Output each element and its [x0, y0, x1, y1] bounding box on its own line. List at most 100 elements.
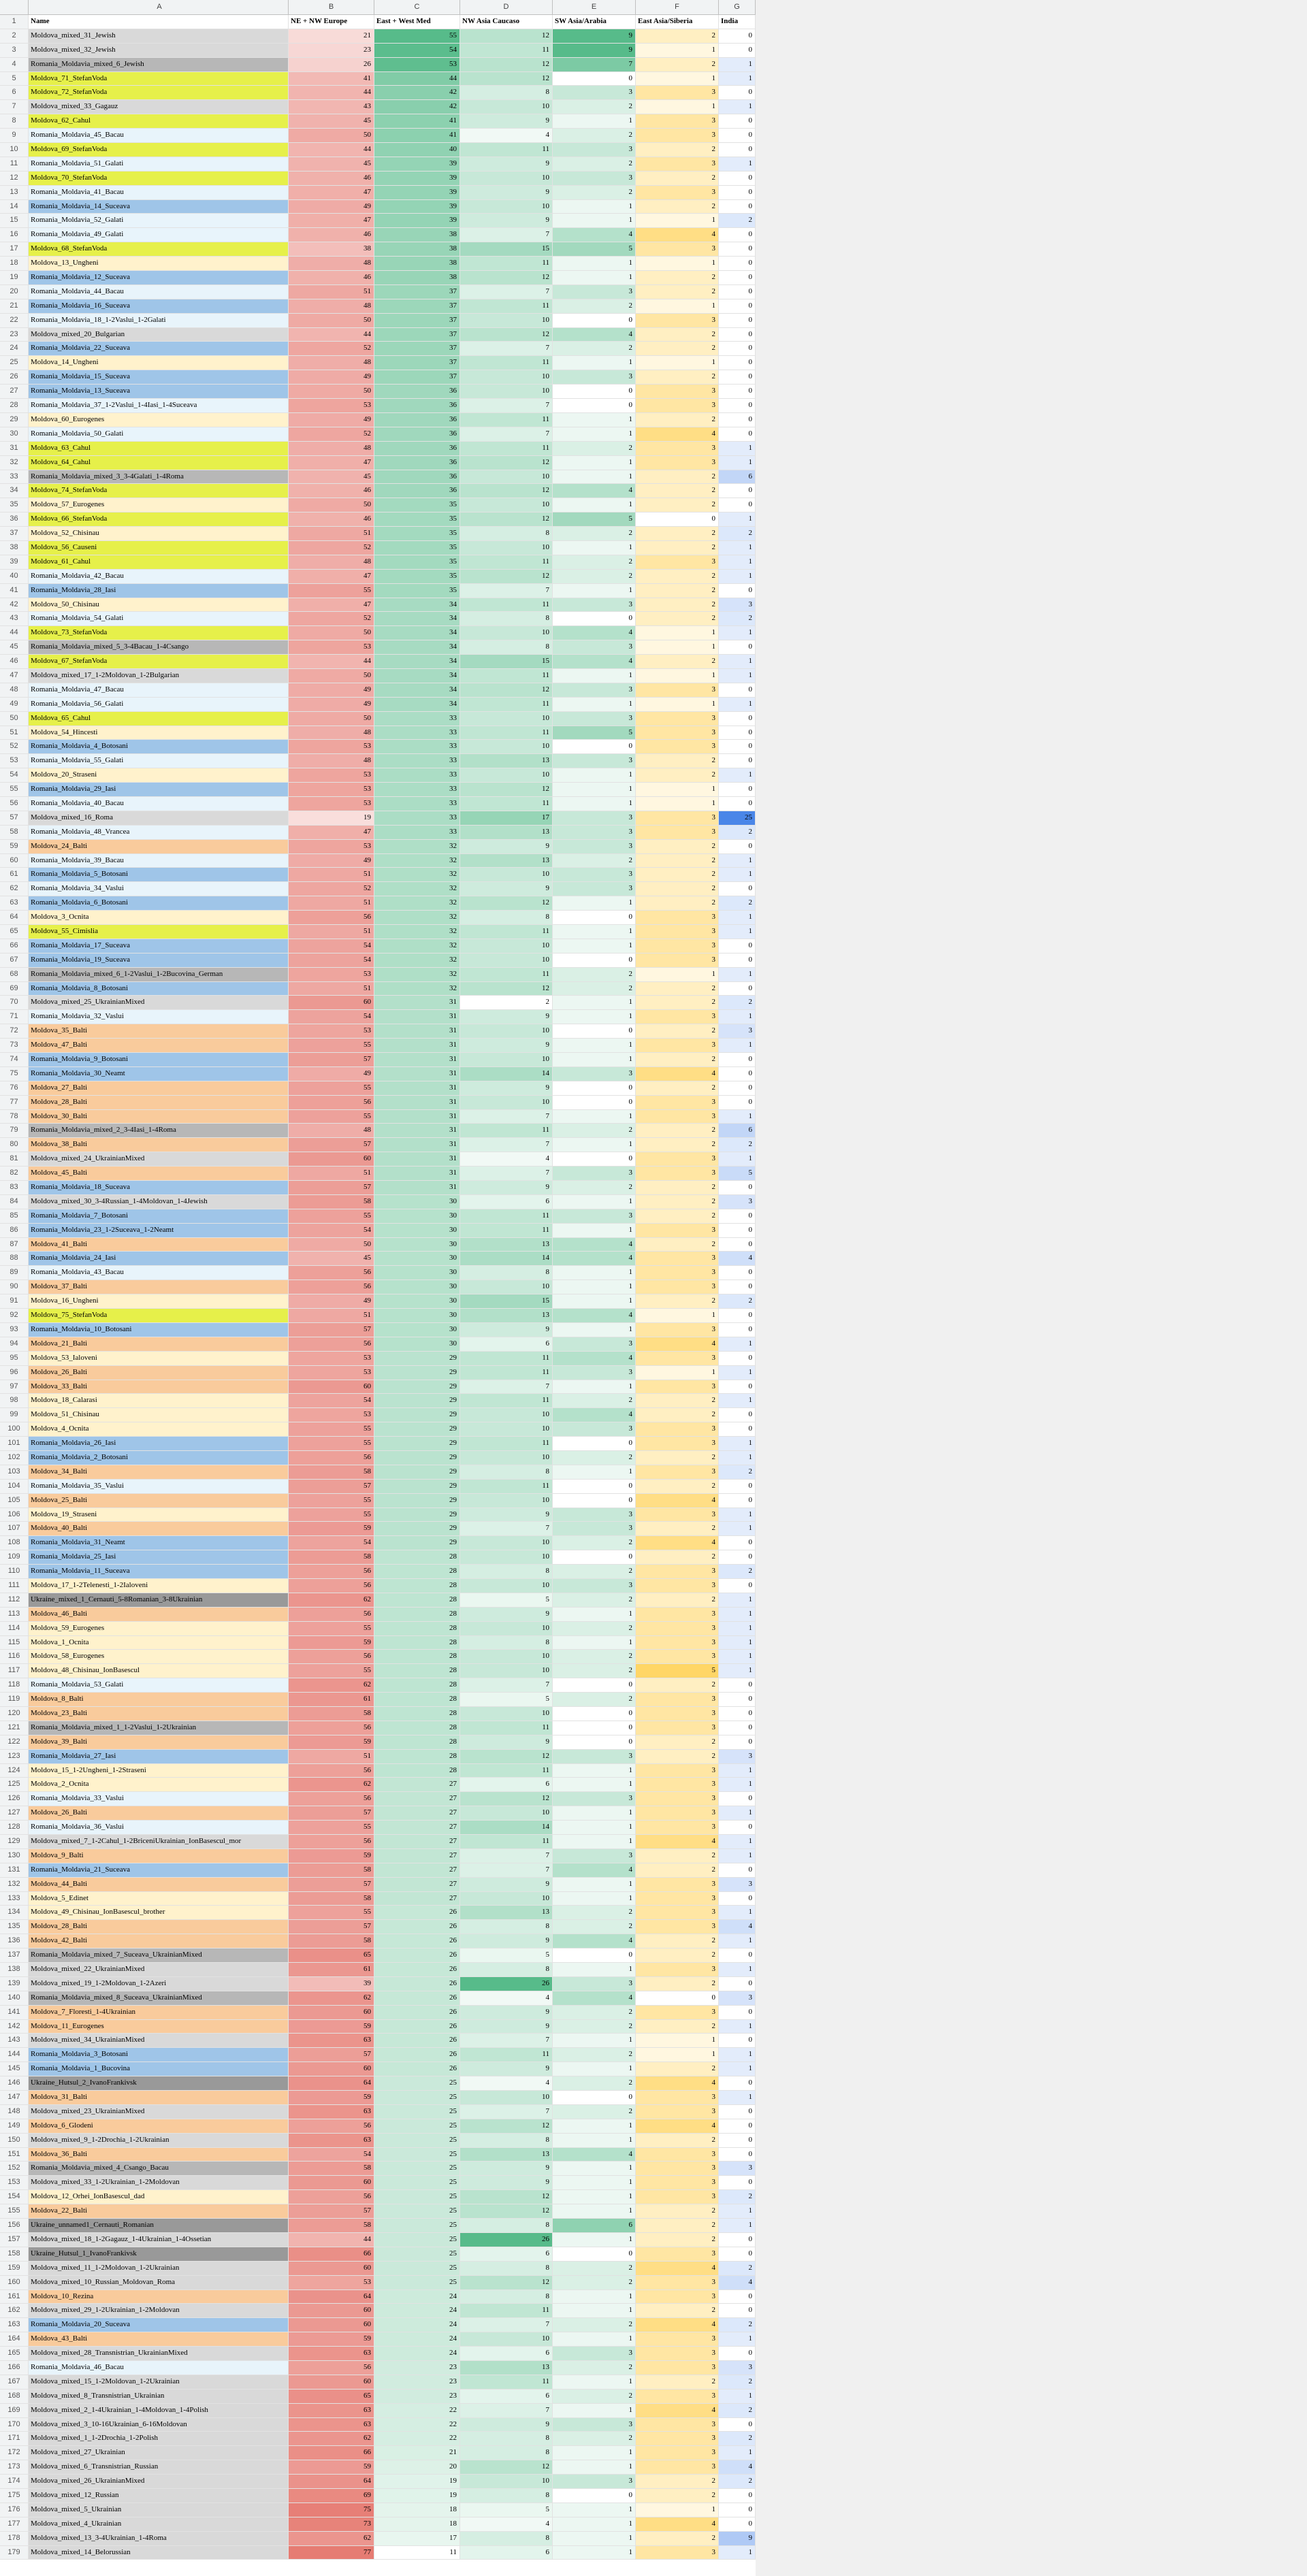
nw-asia-caucaso-cell[interactable]: 10	[460, 711, 553, 725]
india-cell[interactable]: 0	[719, 1237, 756, 1252]
nw-asia-caucaso-cell[interactable]: 7	[460, 1848, 553, 1863]
nw-asia-caucaso-cell[interactable]: 9	[460, 1181, 553, 1194]
east-west-med-cell[interactable]: 34	[374, 668, 460, 683]
sw-asia-arabia-cell[interactable]: 1	[553, 2375, 636, 2389]
name-cell[interactable]: Romania_Moldavia_53_Galati	[29, 1678, 289, 1693]
ne-nw-europe-cell[interactable]: 50	[289, 129, 374, 143]
ne-nw-europe-cell[interactable]: 49	[289, 1066, 374, 1081]
name-cell[interactable]: Moldova_57_Eurogenes	[29, 498, 289, 512]
ne-nw-europe-cell[interactable]: 44	[289, 143, 374, 157]
name-cell[interactable]: Moldova_mixed_34_UkrainianMixed	[29, 2034, 289, 2048]
header-sw-asia-arabia[interactable]: SW Asia/Arabia	[553, 15, 636, 29]
india-cell[interactable]: 0	[719, 1678, 756, 1693]
column-header-f[interactable]: F	[636, 0, 719, 14]
nw-asia-caucaso-cell[interactable]: 9	[460, 214, 553, 228]
row-number[interactable]: 150	[0, 2133, 29, 2147]
row-number[interactable]: 111	[0, 1578, 29, 1593]
nw-asia-caucaso-cell[interactable]: 13	[460, 1906, 553, 1920]
name-cell[interactable]: Romania_Moldavia_33_Vaslui	[29, 1792, 289, 1806]
ne-nw-europe-cell[interactable]: 53	[289, 1351, 374, 1365]
ne-nw-europe-cell[interactable]: 19	[289, 811, 374, 825]
nw-asia-caucaso-cell[interactable]: 10	[460, 540, 553, 555]
nw-asia-caucaso-cell[interactable]: 4	[460, 1991, 553, 2005]
sw-asia-arabia-cell[interactable]: 1	[553, 257, 636, 271]
east-asia-siberia-cell[interactable]: 3	[636, 2005, 719, 2019]
row-number[interactable]: 149	[0, 2119, 29, 2133]
name-cell[interactable]: Moldova_8_Balti	[29, 1693, 289, 1706]
name-cell[interactable]: Moldova_mixed_13_3-4Ukrainian_1-4Roma	[29, 2531, 289, 2545]
row-number[interactable]: 142	[0, 2019, 29, 2034]
east-asia-siberia-cell[interactable]: 0	[636, 1991, 719, 2005]
name-cell[interactable]: Moldova_mixed_27_Ukrainian	[29, 2446, 289, 2460]
sw-asia-arabia-cell[interactable]: 1	[553, 1109, 636, 1124]
nw-asia-caucaso-cell[interactable]: 13	[460, 853, 553, 868]
ne-nw-europe-cell[interactable]: 50	[289, 1237, 374, 1252]
ne-nw-europe-cell[interactable]: 57	[289, 1479, 374, 1493]
name-cell[interactable]: Moldova_16_Ungheni	[29, 1294, 289, 1309]
east-west-med-cell[interactable]: 38	[374, 242, 460, 257]
east-asia-siberia-cell[interactable]: 2	[636, 2019, 719, 2034]
india-cell[interactable]: 3	[719, 1991, 756, 2005]
india-cell[interactable]: 0	[719, 2502, 756, 2517]
india-cell[interactable]: 1	[719, 655, 756, 668]
name-cell[interactable]: Moldova_mixed_33_1-2Ukrainian_1-2Moldova…	[29, 2176, 289, 2190]
ne-nw-europe-cell[interactable]: 56	[289, 1607, 374, 1621]
name-cell[interactable]: Moldova_72_StefanVoda	[29, 86, 289, 100]
nw-asia-caucaso-cell[interactable]: 10	[460, 313, 553, 327]
ne-nw-europe-cell[interactable]: 48	[289, 754, 374, 768]
east-asia-siberia-cell[interactable]: 3	[636, 1109, 719, 1124]
ne-nw-europe-cell[interactable]: 54	[289, 2147, 374, 2162]
east-west-med-cell[interactable]: 26	[374, 2005, 460, 2019]
ne-nw-europe-cell[interactable]: 53	[289, 796, 374, 811]
east-west-med-cell[interactable]: 53	[374, 57, 460, 71]
india-cell[interactable]: 0	[719, 939, 756, 953]
nw-asia-caucaso-cell[interactable]: 11	[460, 697, 553, 711]
sw-asia-arabia-cell[interactable]: 1	[553, 783, 636, 796]
ne-nw-europe-cell[interactable]: 57	[289, 1322, 374, 1337]
sw-asia-arabia-cell[interactable]: 1	[553, 1763, 636, 1778]
sw-asia-arabia-cell[interactable]: 1	[553, 768, 636, 783]
india-cell[interactable]: 0	[719, 1493, 756, 1507]
row-number[interactable]: 5	[0, 71, 29, 86]
row-number[interactable]: 116	[0, 1650, 29, 1664]
ne-nw-europe-cell[interactable]: 47	[289, 214, 374, 228]
sw-asia-arabia-cell[interactable]: 1	[553, 199, 636, 214]
name-cell[interactable]: Moldova_69_StefanVoda	[29, 143, 289, 157]
name-cell[interactable]: Romania_Moldavia_25_Iasi	[29, 1550, 289, 1565]
india-cell[interactable]: 0	[719, 839, 756, 853]
name-cell[interactable]: Moldova_62_Cahul	[29, 114, 289, 129]
name-cell[interactable]: Moldova_27_Balti	[29, 1081, 289, 1095]
name-cell[interactable]: Moldova_28_Balti	[29, 1920, 289, 1934]
india-cell[interactable]: 1	[719, 1039, 756, 1053]
row-number[interactable]: 36	[0, 512, 29, 527]
nw-asia-caucaso-cell[interactable]: 8	[460, 86, 553, 100]
row-number[interactable]: 64	[0, 911, 29, 924]
east-west-med-cell[interactable]: 29	[374, 1422, 460, 1437]
sw-asia-arabia-cell[interactable]: 5	[553, 512, 636, 527]
ne-nw-europe-cell[interactable]: 49	[289, 1294, 374, 1309]
east-asia-siberia-cell[interactable]: 2	[636, 1934, 719, 1949]
east-asia-siberia-cell[interactable]: 3	[636, 441, 719, 455]
east-asia-siberia-cell[interactable]: 1	[636, 2502, 719, 2517]
sw-asia-arabia-cell[interactable]: 4	[553, 655, 636, 668]
east-asia-siberia-cell[interactable]: 2	[636, 1479, 719, 1493]
east-west-med-cell[interactable]: 35	[374, 583, 460, 598]
ne-nw-europe-cell[interactable]: 55	[289, 1493, 374, 1507]
east-asia-siberia-cell[interactable]: 1	[636, 2048, 719, 2062]
east-west-med-cell[interactable]: 29	[374, 1522, 460, 1536]
east-asia-siberia-cell[interactable]: 2	[636, 1593, 719, 1607]
sw-asia-arabia-cell[interactable]: 2	[553, 853, 636, 868]
india-cell[interactable]: 2	[719, 2318, 756, 2332]
east-asia-siberia-cell[interactable]: 3	[636, 2289, 719, 2304]
ne-nw-europe-cell[interactable]: 59	[289, 1848, 374, 1863]
east-asia-siberia-cell[interactable]: 2	[636, 2204, 719, 2219]
india-cell[interactable]: 1	[719, 2204, 756, 2219]
east-asia-siberia-cell[interactable]: 2	[636, 1522, 719, 1536]
name-cell[interactable]: Romania_Moldavia_mixed_1_1-2Vaslui_1-2Uk…	[29, 1721, 289, 1735]
sw-asia-arabia-cell[interactable]: 2	[553, 967, 636, 981]
ne-nw-europe-cell[interactable]: 57	[289, 1181, 374, 1194]
east-west-med-cell[interactable]: 25	[374, 2133, 460, 2147]
row-number[interactable]: 27	[0, 385, 29, 399]
india-cell[interactable]: 0	[719, 1280, 756, 1294]
east-west-med-cell[interactable]: 30	[374, 1237, 460, 1252]
